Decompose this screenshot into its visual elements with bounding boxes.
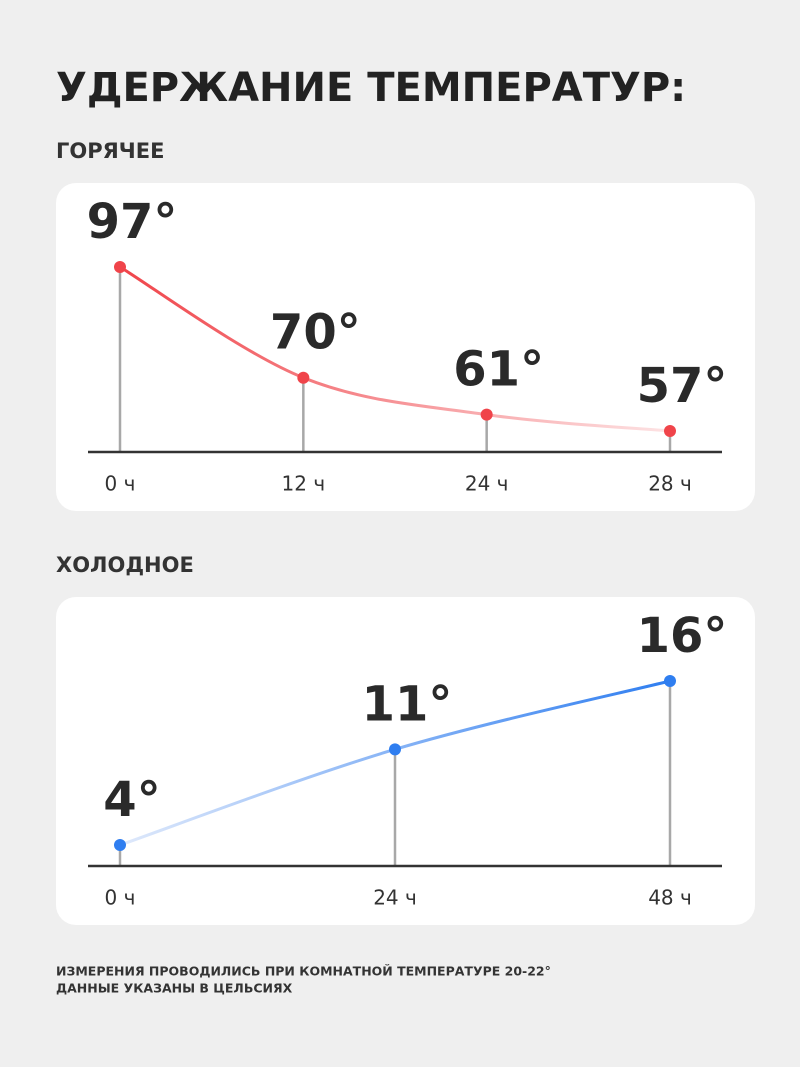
x-tick-label: 12 ч <box>282 472 326 496</box>
value-label: 97° <box>87 194 178 250</box>
x-tick-label: 24 ч <box>373 886 417 910</box>
x-tick-label: 28 ч <box>648 472 692 496</box>
value-label: 57° <box>637 358 728 414</box>
point <box>297 371 310 384</box>
x-tick-label: 24 ч <box>465 472 509 496</box>
point <box>389 743 401 756</box>
x-tick-label: 48 ч <box>648 886 692 910</box>
value-label: 70° <box>270 305 361 361</box>
curve <box>119 265 671 433</box>
card <box>56 597 755 925</box>
page-title: УДЕРЖАНИЕ ТЕМПЕРАТУР: <box>56 65 686 111</box>
value-label: 4° <box>103 772 160 828</box>
point <box>664 425 676 437</box>
point <box>114 261 126 273</box>
point <box>114 839 126 851</box>
section-title: ГОРЯЧЕЕ <box>56 139 164 163</box>
value-label: 61° <box>453 342 544 398</box>
point <box>480 408 493 421</box>
value-label: 16° <box>637 608 728 664</box>
section-title: ХОЛОДНОЕ <box>56 553 194 577</box>
card <box>56 183 755 511</box>
x-tick-label: 0 ч <box>105 472 136 496</box>
x-tick-label: 0 ч <box>105 886 136 910</box>
point <box>664 675 676 687</box>
footnote: ДАННЫЕ УКАЗАНЫ В ЦЕЛЬСИЯХ <box>56 981 293 996</box>
footnote: ИЗМЕРЕНИЯ ПРОВОДИЛИСЬ ПРИ КОМНАТНОЙ ТЕМП… <box>56 964 551 979</box>
value-label: 11° <box>362 676 453 732</box>
